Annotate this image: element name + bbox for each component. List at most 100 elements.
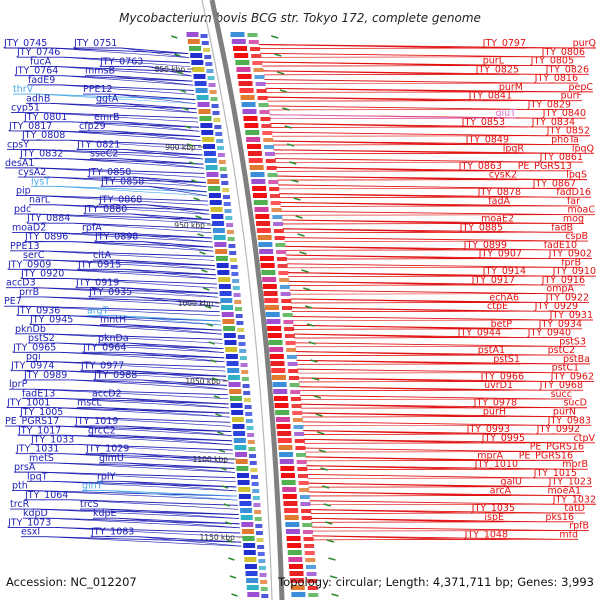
label-connector: [57, 84, 195, 95]
label-connector: [53, 462, 235, 469]
label-connector: [299, 386, 484, 391]
gene-label: pdc: [14, 204, 31, 215]
feature-block-right: [256, 221, 271, 226]
gene-label: JTY_0826: [545, 64, 589, 75]
label-connector: [146, 66, 192, 77]
gene-label: far: [567, 196, 580, 207]
feature-block-right: [267, 326, 282, 331]
gene-label: JTY_0868: [98, 195, 142, 206]
tick-mark-right: [308, 341, 316, 345]
feature-block-left: [259, 573, 267, 577]
feature-block-right: [242, 109, 257, 114]
feature-block-left: [232, 286, 240, 290]
feature-block-left: [197, 102, 210, 107]
feature-block-right: [290, 390, 301, 394]
label-connector: [119, 158, 204, 165]
feature-block-right: [249, 165, 264, 170]
feature-block-right: [304, 544, 315, 548]
label-connector: [121, 425, 232, 433]
label-connector: [127, 342, 224, 353]
gene-label: JTY_1015: [533, 468, 577, 479]
label-connector: [109, 75, 193, 82]
label-connector: [261, 61, 480, 66]
gene-label: PE_PGRS13: [518, 161, 572, 172]
label-connector: [289, 289, 550, 295]
feature-block-right: [275, 410, 290, 415]
feature-block-right: [270, 361, 285, 366]
feature-block-left: [201, 130, 214, 135]
gene-label: JTY_1064: [24, 490, 68, 501]
gene-label: JTY_1032: [552, 494, 596, 505]
tick-mark-left: [203, 287, 210, 291]
feature-block-left: [223, 326, 236, 331]
label-connector: [68, 139, 202, 147]
label-connector: [106, 231, 212, 239]
gene-label: sseC2: [90, 149, 118, 160]
label-connector: [51, 480, 237, 488]
gene-label: JTY_0993: [466, 424, 510, 435]
feature-block-left: [241, 370, 249, 374]
label-connector: [34, 508, 239, 515]
label-connector: [62, 453, 234, 460]
feature-block-left: [255, 524, 263, 528]
feature-block-left: [192, 67, 205, 72]
gene-label: pth: [12, 481, 28, 492]
tick-mark-left: [204, 305, 212, 309]
feature-block-right: [302, 530, 313, 534]
feature-block-left: [204, 55, 212, 59]
label-connector: [57, 84, 194, 91]
label-connector: [33, 388, 228, 396]
feature-block-right: [294, 439, 305, 443]
gene-label: PE_PGRS16: [519, 450, 573, 461]
feature-block-left: [212, 111, 220, 115]
feature-block-left: [243, 391, 251, 395]
feature-block-right: [284, 327, 295, 331]
label-connector: [127, 370, 227, 381]
gene-label: JTY_0834: [531, 117, 575, 128]
gene-label: prsA: [14, 462, 36, 473]
gene-label: pstS1: [493, 354, 520, 365]
label-connector: [101, 407, 230, 418]
label-connector: [281, 219, 485, 224]
gene-label: pgi: [26, 351, 41, 362]
feature-block-left: [235, 459, 248, 464]
feature-block-left: [210, 97, 218, 101]
feature-block-right: [265, 312, 280, 317]
gene-label: purH: [483, 407, 506, 418]
gene-label: PE_PGRS16: [530, 442, 584, 453]
feature-block-right: [301, 516, 312, 520]
feature-block-right: [284, 515, 299, 520]
label-connector: [302, 421, 545, 426]
feature-block-right: [263, 138, 274, 142]
gene-label: JTY_0863: [458, 161, 502, 172]
gene-label: JTY_0910: [552, 266, 596, 277]
label-connector: [55, 185, 207, 193]
label-connector: [137, 536, 242, 547]
label-connector: [57, 425, 232, 436]
gene-label: JTY_0884: [26, 213, 70, 224]
map-title: Mycobacterium bovis BCG str. Tokyo 172, …: [119, 11, 481, 25]
label-connector: [286, 263, 557, 268]
label-connector: [265, 87, 499, 93]
feature-block-right: [294, 432, 305, 436]
label-connector: [290, 298, 490, 303]
gene-label: mmsB: [85, 66, 115, 77]
kbp-label: 1150 kbp: [200, 533, 236, 542]
gene-label: fadE9: [28, 75, 55, 86]
feature-block-left: [245, 412, 253, 416]
gene-label: JTY_0816: [534, 73, 578, 84]
feature-block-right: [289, 383, 300, 387]
feature-block-right: [259, 249, 274, 254]
gene-label: ctpV: [574, 433, 596, 444]
gene-label: fadE10: [544, 240, 577, 251]
feature-block-left: [236, 473, 249, 478]
label-connector: [55, 130, 201, 137]
feature-block-left: [201, 41, 209, 45]
feature-block-left: [231, 410, 244, 415]
feature-block-left: [223, 202, 231, 206]
feature-block-right: [264, 145, 275, 149]
label-connector: [43, 296, 219, 303]
label-connector: [118, 121, 200, 132]
gene-label: JTY_0929: [534, 301, 578, 312]
label-connector: [306, 465, 472, 470]
